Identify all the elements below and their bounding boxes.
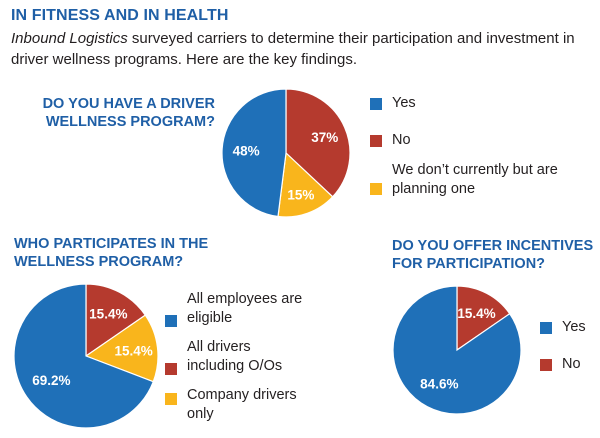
chart3-slice-label-yes: 84.6% [420,377,458,392]
chart1-pie: 37% 15% 48% [221,88,351,218]
chart3-legend-label-no: No [562,356,581,372]
chart2-slice-label-company-drivers: 15.4% [115,343,153,358]
chart2-legend-label-all-employees: All employees are eligible [187,291,303,326]
chart2-legend-swatch-all-employees [165,315,177,327]
chart2-legend-swatch-all-drivers [165,363,177,375]
chart3-pie: 15.4% 84.6% [392,285,522,415]
intro-text: Inbound Logistics surveyed carriers to d… [11,28,596,70]
chart1-title: DO YOU HAVE A DRIVER WELLNESS PROGRAM? [42,96,215,130]
chart2-slice-all-employees [13,283,155,429]
page-title: IN FITNESS AND IN HEALTH [11,7,229,24]
chart2-slice-label-all-employees: 69.2% [32,373,70,388]
chart3-legend-swatch-yes [540,322,552,334]
chart2-legend: All employees are eligible All drivers i… [165,290,335,430]
chart1-slice-no [285,88,351,198]
chart2-legend-label-all-drivers: All drivers including O/Os [187,339,283,374]
chart3-legend-swatch-no [540,359,552,371]
chart1-slice-label-no: 37% [311,130,338,145]
chart1-legend-swatch-no [370,135,382,147]
chart1-slice-label-planning: 15% [287,187,314,202]
chart3-slice-yes [392,285,522,415]
chart3-slice-label-no: 15.4% [457,306,495,321]
chart2-title: WHO PARTICIPATES IN THE WELLNESS PROGRAM… [14,236,209,270]
chart2-slice-label-all-drivers: 15.4% [89,307,127,322]
chart1-slice-label-yes: 48% [233,143,260,158]
chart1-slice-planning [277,151,334,218]
chart3-title: DO YOU OFFER INCENTIVES FOR PARTICIPATIO… [392,238,594,272]
chart1-legend-swatch-yes [370,98,382,110]
chart1-legend-label-no: No [392,132,411,148]
chart2-slice-all-drivers [85,283,147,358]
chart2-slice-company-drivers [84,314,159,383]
intro-body: surveyed carriers to determine their par… [11,30,575,68]
chart2-legend-label-company-drivers: Company drivers only [187,387,297,422]
chart3-slice-no [456,285,511,352]
chart2-legend-swatch-company-drivers [165,393,177,405]
chart1-legend: Yes No We don’t currently but are planni… [370,94,595,204]
chart3-legend-label-yes: Yes [562,319,586,335]
chart1-legend-swatch-planning [370,183,382,195]
chart3-legend: Yes No [540,318,600,378]
chart1-legend-label-yes: Yes [392,95,416,111]
chart2-pie: 15.4% 15.4% 69.2% [13,283,159,429]
chart1-legend-label-planning: We don’t currently but are planning one [392,162,558,197]
intro-publication-name: Inbound Logistics [11,30,128,47]
chart1-slice-yes [221,88,287,218]
